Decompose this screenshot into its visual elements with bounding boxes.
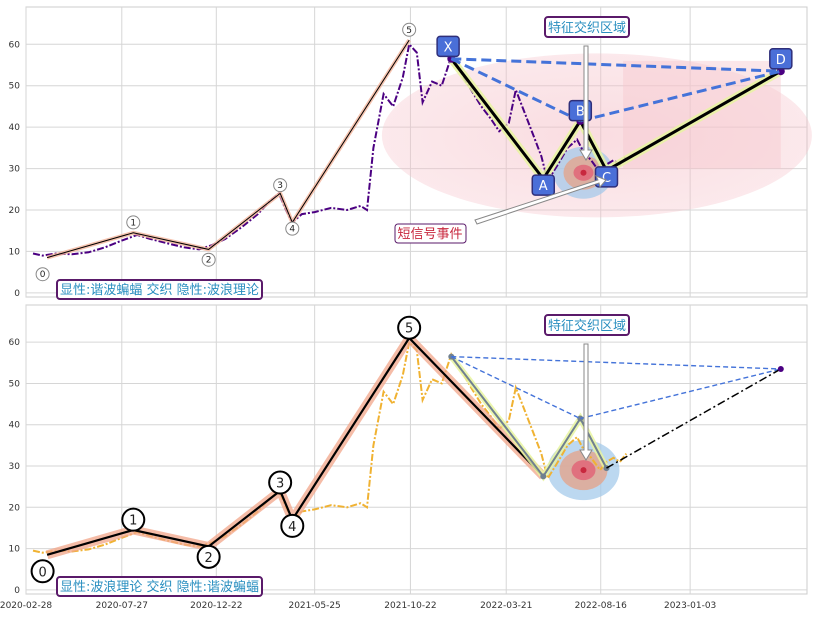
harmonic-point-badge [769, 48, 793, 70]
y-tick-label: 50 [9, 82, 21, 92]
harmonic-dashed-line [450, 57, 581, 123]
harmonic-point-label: C [602, 171, 611, 186]
short-signal-arrow [474, 175, 607, 225]
legend-note-label: 显性:波浪理论 交织 隐性:谐波蝙蝠 [60, 579, 259, 595]
harmonic-point-label: A [539, 179, 548, 194]
wave-marker-circle [126, 215, 141, 230]
wave-marker-label: 1 [129, 514, 137, 529]
y-tick-label: 30 [9, 165, 21, 175]
wave-marker-label: 2 [204, 551, 212, 566]
wave-marker-label: 4 [288, 520, 296, 535]
wave-marker-circle [196, 544, 221, 569]
wave-marker-circle [30, 559, 55, 584]
wave-marker-circle [268, 470, 293, 495]
feature-zone-label-box [544, 314, 630, 336]
harmonic-dashed-line [451, 57, 781, 73]
top-panel: 0 10 20 30 40 50 60 0 1 2 3 4 5 X A B C D 特征交织区域短信号事件显性:谐波… [9, 6, 812, 300]
wave-line [46, 39, 410, 259]
y-tick-label: 40 [9, 123, 21, 133]
y-tick-label: 60 [9, 40, 21, 50]
wave-marker-label: 0 [40, 270, 46, 280]
harmonic-leg-line [450, 355, 608, 479]
projection-end-dot [777, 365, 784, 372]
y-tick-label: 40 [9, 421, 21, 431]
y-tick-label: 60 [9, 338, 21, 348]
wave-marker-circle [280, 513, 305, 538]
x-tick-label: 2020-12-22 [190, 601, 242, 611]
harmonic-point-label: B [576, 105, 585, 120]
y-tick-label: 50 [9, 379, 21, 389]
wave-marker-label: 0 [38, 565, 46, 580]
y-tick-label: 20 [9, 503, 21, 513]
wave-marker-label: 3 [276, 477, 284, 492]
harmonic-dashed-line [579, 69, 782, 123]
x-tick-label: 2021-10-22 [384, 601, 436, 611]
hotspot-center [580, 169, 587, 176]
wave-marker-label: 2 [206, 256, 212, 266]
x-tick-label: 2020-02-28 [0, 601, 52, 611]
wave-marker-circle [121, 507, 146, 532]
feature-zone-label: 特征交织区域 [548, 318, 626, 334]
harmonic-point-label: X [444, 40, 453, 55]
wave-marker-label: 3 [277, 181, 283, 191]
x-tick-label: 2021-05-25 [288, 601, 340, 611]
short-signal-label: 短信号事件 [397, 227, 462, 242]
x-tick-label: 2020-07-27 [96, 601, 148, 611]
wave-marker-circle [285, 221, 300, 236]
wave-marker-label: 5 [406, 26, 412, 36]
wave-marker-circle [201, 252, 216, 267]
y-tick-label: 0 [14, 586, 20, 596]
feature-zone-label-box [544, 16, 630, 38]
hotspot-center [580, 467, 587, 474]
legend-note-label: 显性:谐波蝙蝠 交织 隐性:波浪理论 [60, 282, 259, 298]
plot-area [25, 304, 808, 595]
x-tick-label: 2022-08-16 [575, 601, 628, 611]
x-tick-label: 2023-01-03 [664, 601, 716, 611]
harmonic-dashed-line [451, 355, 781, 370]
wave-marker-circle [273, 178, 288, 193]
harmonic-point-label: D [776, 53, 786, 68]
harmonic-point-dot [540, 473, 547, 480]
feature-zone-arrow [579, 45, 593, 161]
wave-marker-circle [35, 267, 50, 282]
pattern-zone-ellipse [381, 53, 812, 218]
price-series-line [32, 42, 628, 257]
x-tick-label: 2022-03-21 [480, 601, 532, 611]
harmonic-point-badge [531, 174, 556, 196]
harmonic-point-badge [436, 35, 460, 58]
wave-marker-circle [402, 22, 417, 37]
y-tick-label: 10 [9, 247, 21, 257]
y-tick-label: 30 [9, 462, 21, 472]
y-tick-label: 10 [9, 545, 21, 555]
legend-note-box [56, 576, 263, 597]
wave-marker-label: 4 [289, 225, 295, 235]
wave-marker-circle [397, 315, 422, 340]
harmonic-dashed-line [580, 368, 781, 420]
wave-marker-label: 1 [130, 218, 136, 228]
y-tick-label: 20 [9, 206, 21, 216]
feature-zone-arrow [579, 343, 593, 461]
wave-marker-label: 5 [405, 322, 413, 337]
projection-line [606, 368, 782, 469]
feature-zone-label: 特征交织区域 [548, 20, 626, 36]
legend-note-box [56, 279, 263, 300]
y-tick-label: 0 [14, 289, 20, 299]
short-signal-label-box [394, 223, 467, 244]
